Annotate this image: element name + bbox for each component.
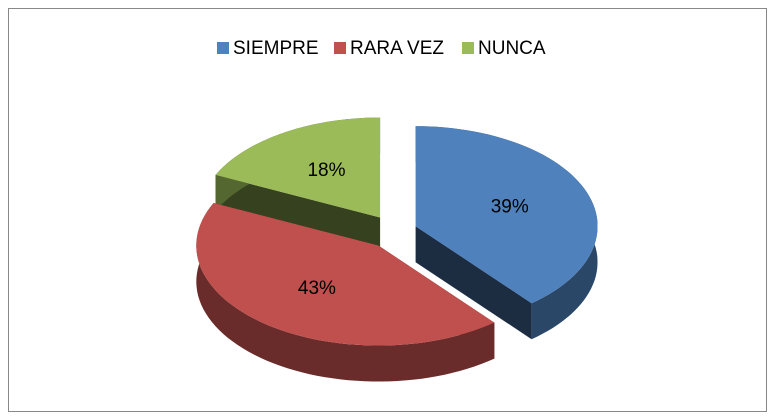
legend-label: RARA VEZ: [350, 38, 444, 59]
legend-swatch: [334, 42, 346, 54]
pie: [196, 117, 598, 382]
legend-swatch: [217, 42, 229, 54]
data-label: 39%: [491, 197, 529, 218]
slice-side: [196, 203, 495, 382]
legend-label: SIEMPRE: [233, 38, 319, 59]
data-label: 43%: [298, 278, 336, 299]
slice: [196, 203, 495, 346]
slice-side: [215, 174, 381, 254]
slice: [415, 126, 598, 304]
slice-side: [415, 226, 532, 340]
legend-swatch: [462, 42, 474, 54]
data-label: 18%: [307, 160, 345, 181]
legend-label: NUNCA: [478, 38, 546, 59]
slice: [215, 117, 381, 218]
